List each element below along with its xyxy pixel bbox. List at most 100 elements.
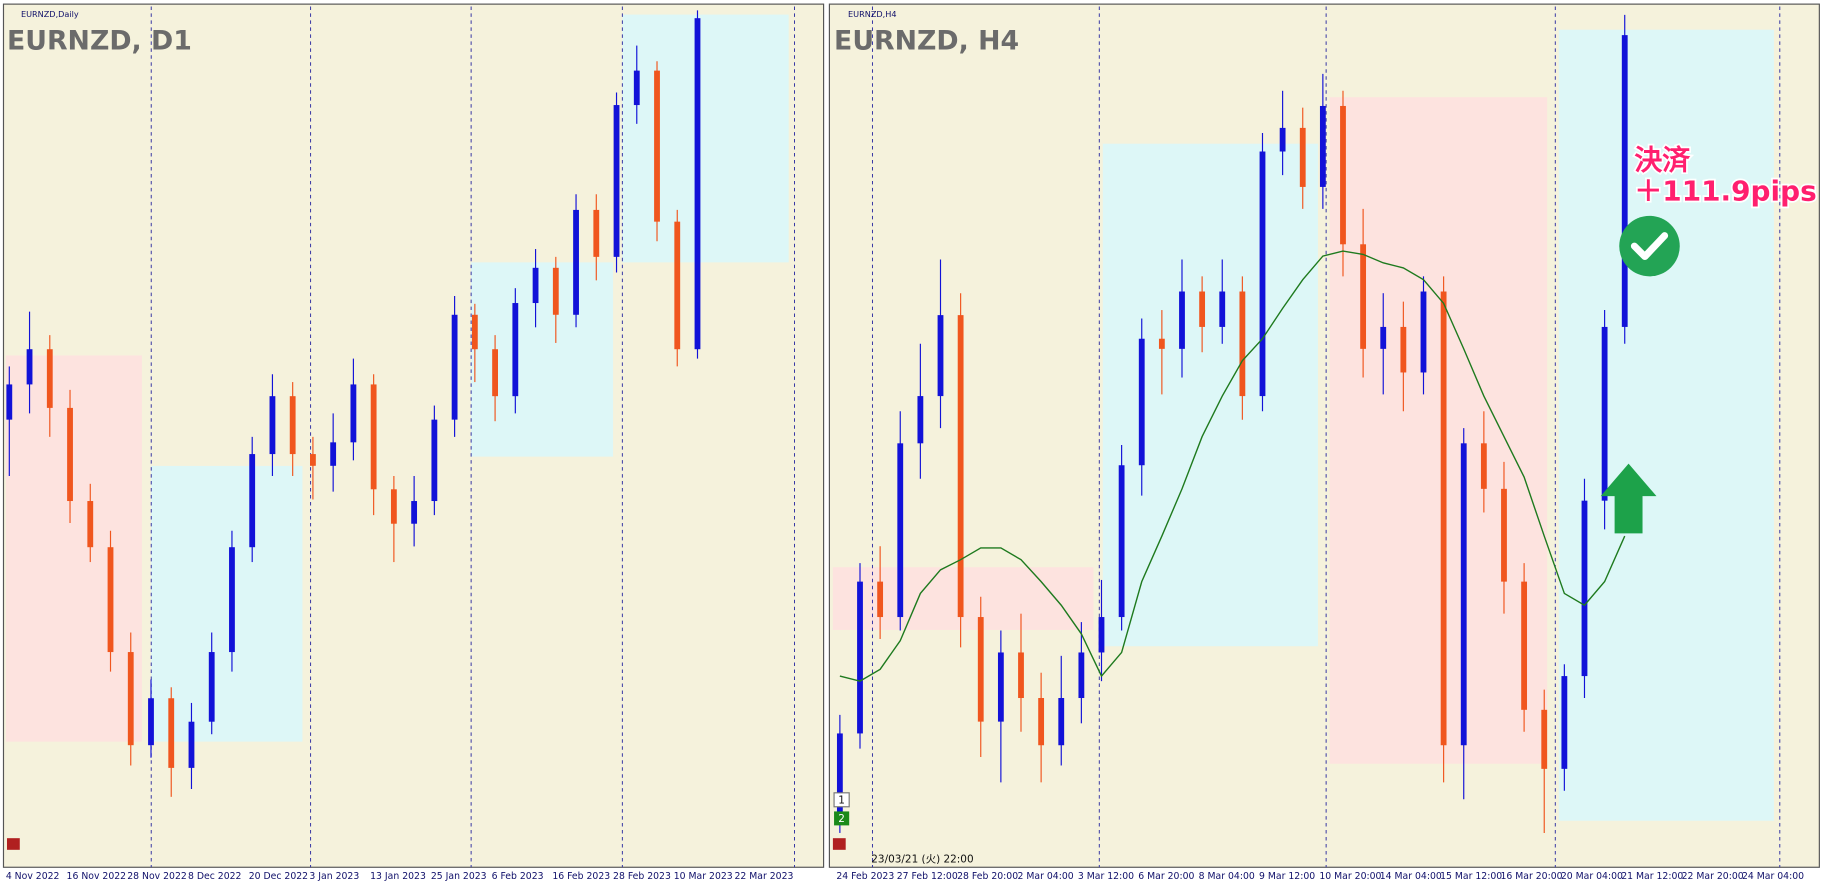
candle-body bbox=[148, 698, 154, 746]
candle-body bbox=[593, 209, 600, 257]
candle-body bbox=[310, 454, 316, 466]
zone bbox=[5, 355, 142, 742]
candle-body bbox=[977, 617, 984, 722]
candle-body bbox=[1400, 326, 1407, 373]
candle-body bbox=[1420, 291, 1427, 373]
candle-body bbox=[997, 652, 1004, 722]
x-tick-label: 16 Feb 2023 bbox=[552, 871, 610, 882]
candle-body bbox=[188, 721, 195, 768]
candle-body bbox=[1138, 338, 1145, 466]
candle-body bbox=[370, 384, 377, 490]
subwindow-box bbox=[833, 792, 850, 808]
subwindow-label: 1 bbox=[838, 794, 845, 806]
x-tick-label: 3 Mar 12:00 bbox=[1078, 871, 1134, 882]
x-tick-label: 13 Jan 2023 bbox=[370, 871, 426, 882]
x-tick-label: 27 Feb 12:00 bbox=[897, 871, 958, 882]
candle-body bbox=[1480, 443, 1487, 489]
candle-body bbox=[471, 314, 478, 350]
zone bbox=[622, 14, 789, 263]
candle-body bbox=[127, 652, 134, 746]
x-tick-label: 14 Mar 04:00 bbox=[1380, 871, 1442, 882]
candle-body bbox=[451, 314, 458, 420]
x-tick-label: 10 Mar 2023 bbox=[674, 871, 733, 882]
x-tick-label: 24 Mar 04:00 bbox=[1742, 871, 1804, 882]
x-tick-label: 20 Dec 2022 bbox=[249, 871, 308, 882]
x-tick-label: 16 Nov 2022 bbox=[67, 871, 127, 882]
candle-body bbox=[492, 349, 498, 397]
candle-body bbox=[897, 443, 904, 618]
candle-body bbox=[87, 501, 94, 548]
check-icon bbox=[1619, 215, 1680, 277]
candle-body bbox=[1440, 291, 1447, 746]
x-tick-label: 22 Mar 2023 bbox=[734, 871, 793, 882]
candle-body bbox=[6, 384, 13, 420]
candle-body bbox=[694, 18, 701, 350]
candle-body bbox=[1380, 326, 1387, 349]
candle-body bbox=[1501, 488, 1507, 582]
candle-body bbox=[1239, 291, 1246, 397]
candle-body bbox=[552, 267, 559, 315]
button[interactable] bbox=[832, 838, 846, 850]
candle-body bbox=[1259, 151, 1266, 397]
x-tick-label: 10 Mar 20:00 bbox=[1319, 871, 1381, 882]
x-tick-label: 4 Nov 2022 bbox=[6, 871, 60, 882]
candle-body bbox=[269, 396, 276, 455]
x-tick-label: 3 Jan 2023 bbox=[309, 871, 359, 882]
window-title: EURNZD,Daily bbox=[21, 9, 79, 19]
zone bbox=[1558, 29, 1774, 821]
candle-body bbox=[1158, 338, 1165, 349]
candle-body bbox=[917, 396, 924, 444]
candle-body bbox=[330, 442, 337, 466]
candle-body bbox=[633, 70, 640, 106]
x-tick-label: 28 Nov 2022 bbox=[127, 871, 187, 882]
candle-body bbox=[1098, 617, 1105, 653]
candle-body bbox=[350, 384, 357, 443]
candle-body bbox=[249, 454, 256, 548]
candle-body bbox=[289, 396, 296, 455]
zone bbox=[1102, 143, 1318, 647]
x-tick-label: 2 Mar 04:00 bbox=[1018, 871, 1074, 882]
candle-body bbox=[512, 303, 519, 397]
x-tick-label: 28 Feb 2023 bbox=[613, 871, 671, 882]
button[interactable] bbox=[6, 838, 20, 850]
x-tick-label: 24 Feb 2023 bbox=[836, 871, 894, 882]
subwindow-label: 2 bbox=[838, 813, 845, 825]
candle-body bbox=[654, 70, 660, 222]
candle-body bbox=[1279, 127, 1286, 152]
candle-body bbox=[937, 315, 944, 397]
candle-body bbox=[1581, 500, 1588, 677]
candle-body bbox=[1078, 652, 1085, 699]
x-tick-label: 15 Mar 12:00 bbox=[1440, 871, 1502, 882]
candle-body bbox=[1319, 105, 1326, 187]
x-tick-label: 16 Mar 20:00 bbox=[1500, 871, 1562, 882]
zone bbox=[151, 465, 303, 742]
candle-body bbox=[1601, 326, 1608, 501]
candle-body bbox=[857, 581, 863, 734]
chart-title: EURNZD, D1 bbox=[7, 25, 192, 56]
candle-body bbox=[1018, 652, 1024, 699]
candle-body bbox=[26, 349, 33, 385]
up-arrow bbox=[1600, 463, 1657, 534]
candle-body bbox=[1541, 709, 1548, 769]
x-tick-label: 20 Mar 04:00 bbox=[1561, 871, 1623, 882]
x-tick-label: 6 Feb 2023 bbox=[492, 871, 544, 882]
candle-body bbox=[67, 407, 73, 502]
candle-body bbox=[208, 652, 215, 722]
candle-body bbox=[1340, 105, 1346, 245]
candle-body bbox=[573, 209, 579, 315]
candle-body bbox=[877, 581, 884, 618]
candle-body bbox=[1199, 291, 1206, 327]
candle-body bbox=[1460, 443, 1467, 746]
x-tick-label: 9 Mar 12:00 bbox=[1259, 871, 1315, 882]
candle-body bbox=[532, 267, 539, 304]
candle-body bbox=[957, 315, 964, 618]
plot: EURNZD,Daily EURNZD, D1 4 Nov 2022 16 Nov 2… bbox=[6, 9, 1804, 882]
window-title: EURNZD,H4 bbox=[848, 9, 897, 19]
x-tick-label: 28 Feb 20:00 bbox=[957, 871, 1018, 882]
candle-body bbox=[674, 221, 681, 350]
candle-body bbox=[107, 547, 114, 653]
candle-body bbox=[1360, 244, 1367, 349]
candle-body bbox=[168, 698, 175, 768]
candle-body bbox=[1521, 581, 1528, 710]
